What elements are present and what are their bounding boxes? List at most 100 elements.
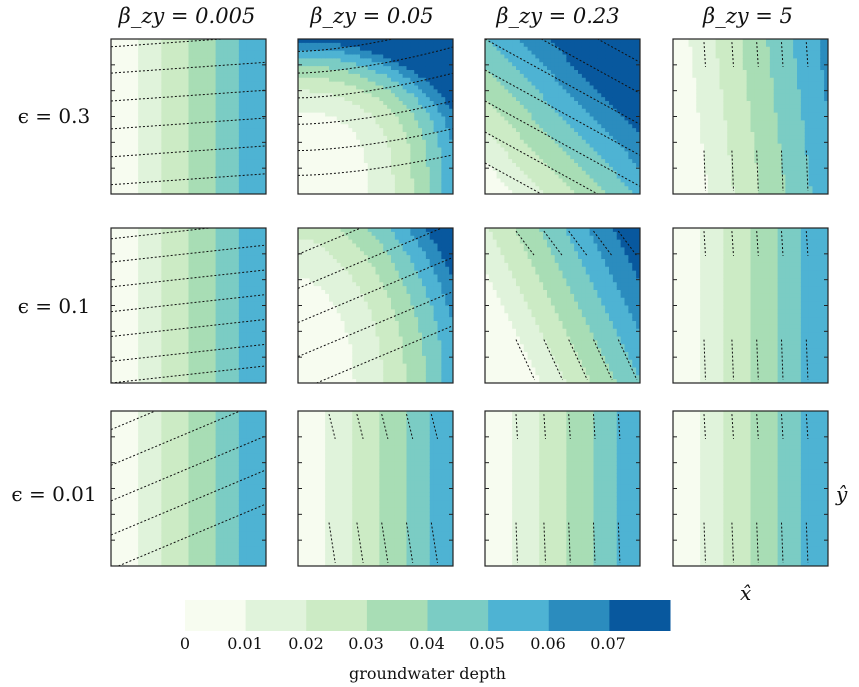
contour-cell [504,124,509,129]
contour-cell [394,139,400,145]
contour-cell [593,190,598,194]
contour-cell [684,62,690,67]
contour-cell [402,50,408,56]
contour-cell [488,178,494,183]
contour-cell [543,42,548,48]
contour-cell [196,120,201,125]
contour-cell [176,112,182,118]
contour-cell [180,159,186,164]
contour-cell [616,54,622,59]
contour-cell [581,39,587,44]
contour-cell [313,97,318,102]
contour-cell [676,77,682,83]
contour-cell [134,85,139,90]
contour-cell [492,170,498,176]
contour-cell [360,108,365,114]
contour-cell [153,178,159,183]
contour-cell [192,89,197,94]
contour-cell [519,58,525,63]
contour-cell [496,101,502,106]
contour-cell [298,178,303,183]
contour-cell [531,97,536,102]
contour-cell [684,54,690,59]
contour-cell [523,174,529,180]
contour-cell [616,190,622,194]
contour-cell [180,104,186,110]
contour-cell [609,66,614,71]
contour-cell [612,97,618,102]
contour-cell [126,108,131,114]
contour-cell [523,135,529,141]
contour-cell [360,178,365,183]
contour-cell [313,186,318,191]
contour-cell [414,50,419,56]
contour-cell [398,85,404,90]
contour-cell [309,77,315,83]
contour-cell [676,159,682,164]
contour-cell [488,190,494,194]
contour-cell [554,139,560,145]
contour-cell [406,182,411,187]
contour-cell [680,190,686,194]
contour-cell [165,42,170,48]
contour-cell [547,81,552,87]
contour-cell [543,104,548,110]
contour-cell [192,159,197,164]
contour-cell [379,50,384,56]
contour-cell [394,170,400,176]
contour-cell [519,54,525,59]
contour-cell [601,73,606,79]
contour-cell [118,73,124,79]
contour-cell [246,62,252,67]
contour-cell [508,66,513,71]
contour-cell [504,54,509,59]
contour-cell [539,163,544,168]
contour-cell [379,73,384,79]
contour-cell [363,163,369,168]
contour-cell [118,97,124,102]
contour-cell [512,108,517,114]
contour-cell [597,58,602,63]
contour-cell [180,132,186,137]
contour-cell [589,163,595,168]
contour-cell [445,77,450,83]
contour-cell [562,101,567,106]
contour-cell [173,132,178,137]
contour-cell [441,116,446,121]
contour-cell [317,77,322,83]
contour-cell [383,159,388,164]
contour-cell [200,135,205,141]
contour-cell [601,70,606,75]
contour-cell [258,97,263,102]
contour-cell [516,93,521,98]
contour-cell [184,46,190,52]
contour-cell [118,77,124,83]
contour-cell [406,77,411,83]
contour-cell [184,155,190,160]
contour-cell [111,104,116,110]
contour-cell [258,120,263,125]
contour-cell [134,124,139,129]
contour-cell [550,50,556,56]
contour-cell [418,104,423,110]
contour-cell [352,70,357,75]
contour-cell [441,97,446,102]
contour-cell [356,163,361,168]
contour-cell [200,124,205,129]
contour-cell [111,128,116,133]
contour-cell [231,42,236,48]
contour-cell [352,182,357,187]
contour-cell [317,58,322,63]
contour-cell [527,116,533,121]
contour-cell [680,182,686,187]
contour-cell [585,120,591,125]
contour-cell [211,135,217,141]
contour-cell [305,62,311,67]
contour-cell [550,62,556,67]
contour-cell [496,174,502,180]
contour-cell [227,166,232,172]
contour-cell [188,163,193,168]
contour-cell [321,132,326,137]
contour-cell [500,190,505,194]
contour-cell [531,159,536,164]
